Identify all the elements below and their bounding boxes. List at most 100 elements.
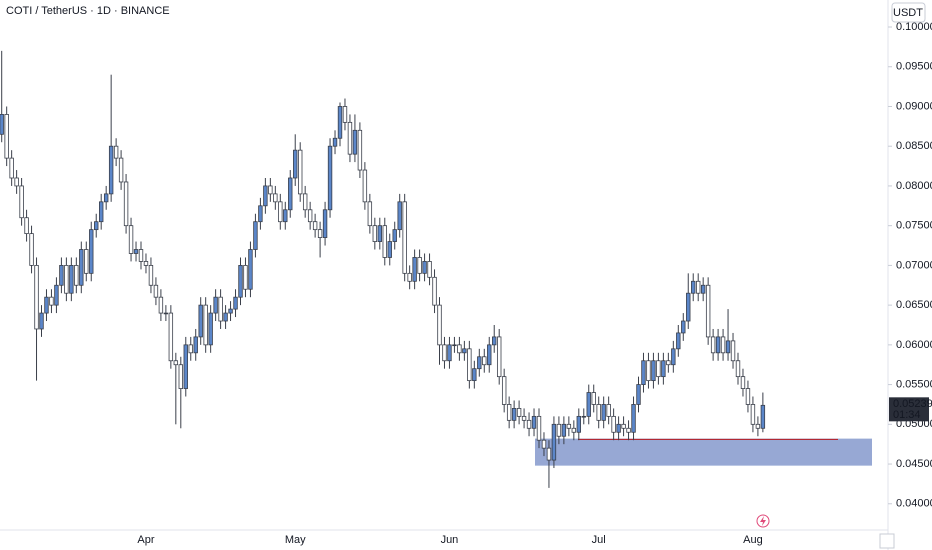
settings-box[interactable] <box>879 533 895 549</box>
candle-body-down <box>158 296 164 314</box>
candle-body-up <box>676 332 681 350</box>
candle-body-down <box>178 364 183 389</box>
candle-body-up <box>661 360 666 378</box>
candle-body-down <box>482 356 487 366</box>
candle-body-up <box>681 320 686 334</box>
candle-body-down <box>705 284 711 338</box>
candle-body-down <box>720 336 726 354</box>
candle-body-up <box>293 149 298 179</box>
candle-body-up <box>531 415 537 429</box>
candle-body-down <box>84 249 89 274</box>
candle-body-down <box>750 404 756 425</box>
candle-body-down <box>188 344 193 354</box>
candle-body-up <box>133 249 139 254</box>
candle-body-down <box>49 296 54 306</box>
candle-body-up <box>576 415 581 433</box>
last-price-label: 0.05239 <box>893 398 932 410</box>
candle-body-down <box>402 201 407 274</box>
candle-body-up <box>462 348 467 354</box>
candle-body-down <box>646 360 651 382</box>
candle-body-down <box>710 336 716 354</box>
candle-body-down <box>317 229 323 238</box>
candle-body-down <box>626 427 631 433</box>
candle-body-up <box>208 312 213 346</box>
candle-body-up <box>108 145 114 195</box>
y-tick-label: 0.10000 <box>896 21 932 33</box>
candle-body-up <box>636 384 641 405</box>
candle-body-up <box>686 292 691 322</box>
candle-body-up <box>387 241 392 258</box>
candle-body-up <box>322 209 328 238</box>
candle-body-down <box>696 280 701 294</box>
candle-body-up <box>89 229 94 274</box>
candle-body-down <box>611 415 616 433</box>
candle-body-up <box>238 264 243 298</box>
candle-body-down <box>297 149 303 195</box>
candle-body-up <box>213 296 218 314</box>
candle-body-up <box>253 221 258 250</box>
candle-body-up <box>0 114 4 135</box>
last-price-tag <box>889 397 929 422</box>
candle-body-down <box>372 225 378 242</box>
candle-body-down <box>357 129 363 171</box>
candle-body-down <box>755 423 761 429</box>
candle-body-down <box>64 264 69 294</box>
y-tick-label: 0.09500 <box>896 61 932 73</box>
candle-body-down <box>128 225 134 254</box>
candle-body-up <box>59 264 64 286</box>
candle-body-down <box>417 257 422 274</box>
candle-body-down <box>735 360 741 378</box>
candle-body-down <box>467 348 472 382</box>
candle-body-up <box>99 201 104 223</box>
candle-body-down <box>656 360 661 378</box>
candle-body-up <box>651 360 656 382</box>
candle-body-down <box>123 181 129 227</box>
candle-body-down <box>556 423 562 437</box>
candle-body-down <box>457 344 462 354</box>
candle-body-up <box>581 415 586 418</box>
currency-label[interactable]: USDT <box>893 7 923 19</box>
candle-body-up <box>452 344 457 347</box>
candle-body-down <box>342 106 348 123</box>
candle-body-down <box>442 344 447 362</box>
candle-body-down <box>546 447 552 461</box>
candle-body-up <box>288 177 293 211</box>
candle-body-down <box>347 121 353 155</box>
candle-body-up <box>183 344 188 389</box>
y-tick-label: 0.06500 <box>896 299 932 311</box>
candle-body-up <box>601 404 606 421</box>
y-tick-label: 0.07500 <box>896 220 932 232</box>
candle-body-up <box>760 404 766 429</box>
candle-body-down <box>541 439 547 449</box>
y-tick-label: 0.08000 <box>896 180 932 192</box>
candle-body-down <box>536 415 542 441</box>
candle-body-down <box>14 177 19 187</box>
candle-body-down <box>621 423 626 429</box>
candle-body-up <box>377 225 382 242</box>
candle-body-up <box>193 336 198 354</box>
candle-body-up <box>327 145 333 211</box>
candle-body-up <box>511 408 517 421</box>
candle-body-down <box>148 264 154 286</box>
candle-body-down <box>496 336 502 378</box>
candle-body-up <box>79 249 84 286</box>
candle-body-down <box>501 376 507 405</box>
currency-box[interactable] <box>891 2 926 23</box>
candle-body-down <box>118 157 124 183</box>
candle-body-up <box>397 201 402 231</box>
candle-body-down <box>113 145 119 159</box>
candle-body-up <box>492 336 497 346</box>
candle-body-up <box>671 348 676 366</box>
candle-body-down <box>362 169 368 203</box>
candle-body-up <box>69 264 74 294</box>
candle-body-down <box>666 360 671 366</box>
candle-body-up <box>586 392 591 417</box>
candle-body-down <box>591 392 596 405</box>
candle-body-down <box>173 360 179 366</box>
candle-body-up <box>422 261 427 274</box>
candle-body-up <box>103 193 109 203</box>
candle-body-up <box>283 209 288 223</box>
candle-body-down <box>278 201 283 223</box>
